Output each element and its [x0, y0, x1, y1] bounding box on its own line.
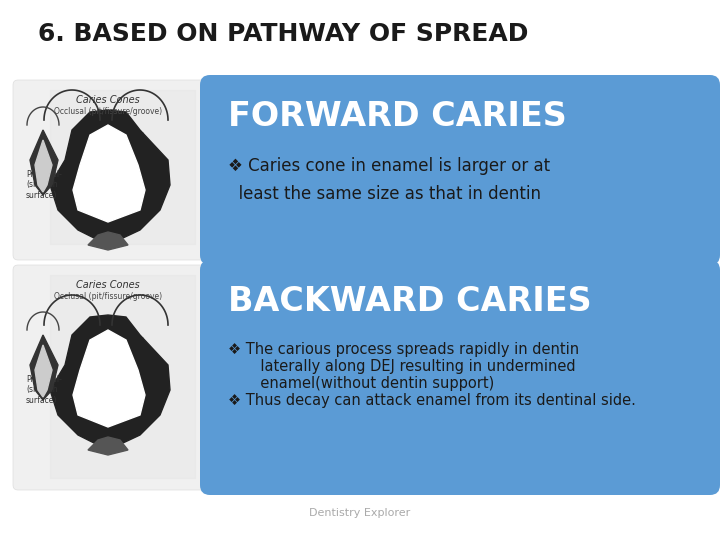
FancyBboxPatch shape	[200, 75, 720, 265]
Polygon shape	[30, 335, 58, 400]
Text: 6. BASED ON PATHWAY OF SPREAD: 6. BASED ON PATHWAY OF SPREAD	[38, 22, 528, 46]
Polygon shape	[30, 130, 58, 195]
FancyBboxPatch shape	[13, 265, 220, 490]
Text: ❖ Thus decay can attack enamel from its dentinal side.: ❖ Thus decay can attack enamel from its …	[228, 393, 636, 408]
Text: Caries Cones: Caries Cones	[76, 95, 140, 105]
Polygon shape	[88, 437, 128, 455]
Polygon shape	[50, 315, 170, 450]
Polygon shape	[35, 140, 52, 192]
FancyBboxPatch shape	[13, 80, 220, 260]
Text: enamel(without dentin support): enamel(without dentin support)	[228, 376, 494, 391]
Text: Dentistry Explorer: Dentistry Explorer	[310, 508, 410, 518]
Text: BACKWARD CARIES: BACKWARD CARIES	[228, 285, 592, 318]
FancyBboxPatch shape	[200, 260, 720, 495]
Text: FORWARD CARIES: FORWARD CARIES	[228, 100, 567, 133]
Polygon shape	[35, 345, 52, 397]
Polygon shape	[50, 275, 195, 478]
Text: Proximal-
(smooth
surface): Proximal- (smooth surface)	[26, 170, 62, 200]
Text: Caries Cones: Caries Cones	[76, 280, 140, 290]
Polygon shape	[73, 330, 145, 427]
Text: Proximal-
(smooth
surface): Proximal- (smooth surface)	[26, 375, 62, 405]
Polygon shape	[50, 90, 195, 244]
Text: Occlusal (pit/fissure/groove): Occlusal (pit/fissure/groove)	[54, 107, 162, 116]
Text: ❖ Caries cone in enamel is larger or at
  least the same size as that in dentin: ❖ Caries cone in enamel is larger or at …	[228, 157, 550, 203]
Text: laterally along DEJ resulting in undermined: laterally along DEJ resulting in undermi…	[228, 359, 575, 374]
Polygon shape	[50, 110, 170, 245]
Polygon shape	[73, 125, 145, 222]
Polygon shape	[88, 232, 128, 250]
Text: ❖ The carious process spreads rapidly in dentin: ❖ The carious process spreads rapidly in…	[228, 342, 579, 357]
Text: Occlusal (pit/fissure/groove): Occlusal (pit/fissure/groove)	[54, 292, 162, 301]
